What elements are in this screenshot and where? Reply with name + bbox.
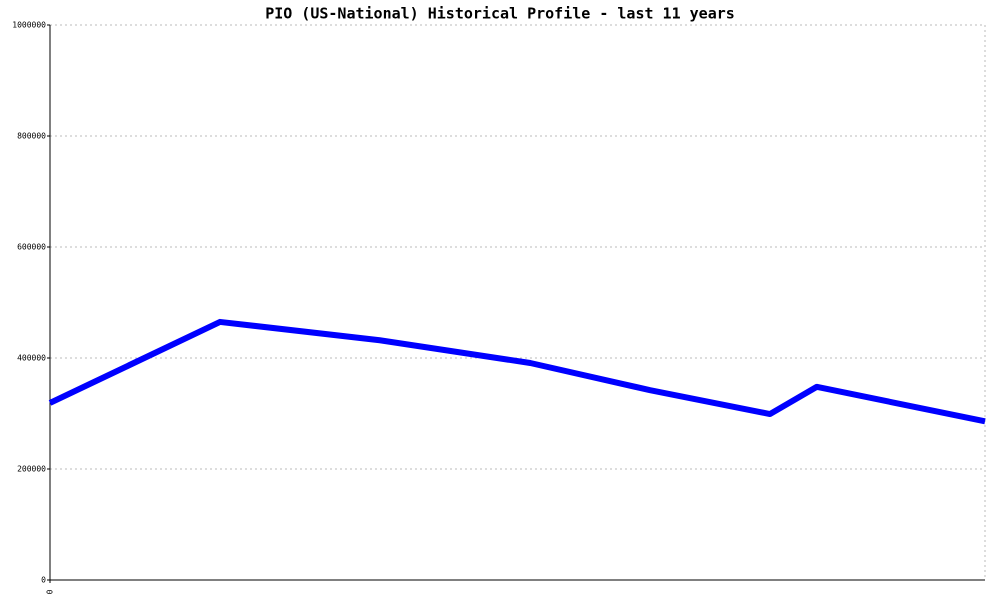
y-tick-label: 800000 <box>17 132 46 141</box>
y-tick-label: 1000000 <box>12 21 46 30</box>
x-tick-label: 0 <box>46 589 55 594</box>
data-line <box>48 318 986 425</box>
y-tick-label: 600000 <box>17 243 46 252</box>
y-tick-label: 200000 <box>17 465 46 474</box>
y-tick-label: 0 <box>41 576 46 585</box>
chart-title: PIO (US-National) Historical Profile - l… <box>265 5 735 23</box>
y-tick-label: 400000 <box>17 354 46 363</box>
